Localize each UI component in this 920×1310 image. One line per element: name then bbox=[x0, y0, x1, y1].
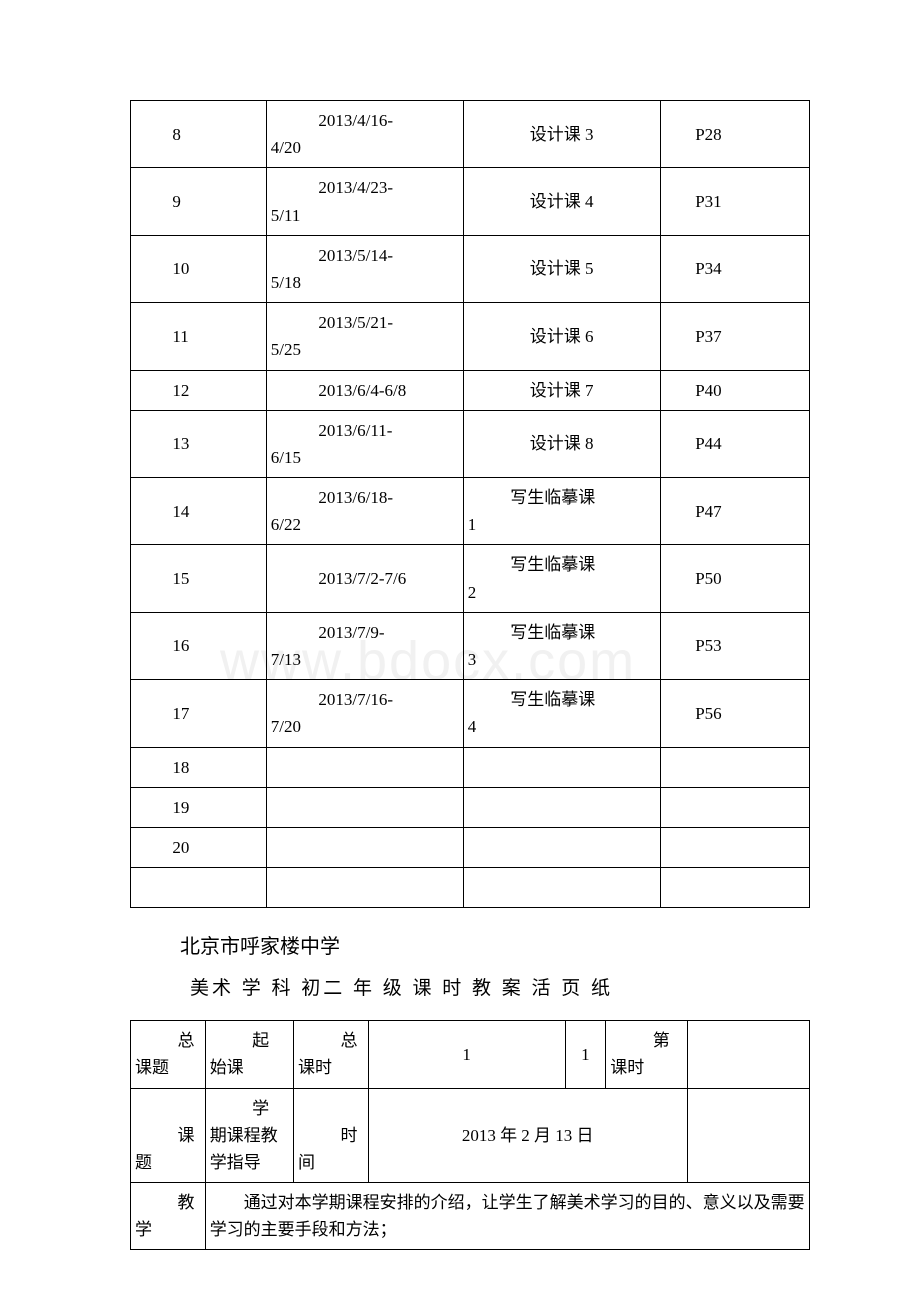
lesson-topic: 设计课 6 bbox=[463, 303, 660, 370]
lesson-topic bbox=[463, 827, 660, 867]
schedule-row: 92013/4/23-5/11设计课 4P31 bbox=[131, 168, 810, 235]
lesson-topic bbox=[463, 747, 660, 787]
week-number: 14 bbox=[131, 478, 267, 545]
page-ref: P47 bbox=[660, 478, 809, 545]
page-ref: P44 bbox=[660, 410, 809, 477]
date-range: 2013/5/14-5/18 bbox=[266, 235, 463, 302]
page-ref: P40 bbox=[660, 370, 809, 410]
schedule-table: 82013/4/16-4/20设计课 3P2892013/4/23-5/11设计… bbox=[130, 100, 810, 908]
week-number: 19 bbox=[131, 787, 267, 827]
lesson-topic: 设计课 8 bbox=[463, 410, 660, 477]
date-range bbox=[266, 787, 463, 827]
week-number: 9 bbox=[131, 168, 267, 235]
plan-row-3: 教学 通过对本学期课程安排的介绍，让学生了解美术学习的目的、意义以及需要学习的主… bbox=[131, 1183, 810, 1250]
page-ref: P50 bbox=[660, 545, 809, 612]
page-ref: P28 bbox=[660, 101, 809, 168]
schedule-row bbox=[131, 868, 810, 908]
date-range: 2013/7/16-7/20 bbox=[266, 680, 463, 747]
date-range: 2013/4/23-5/11 bbox=[266, 168, 463, 235]
plan-row-2: 课题 学期课程教学指导 时间 2013 年 2 月 13 日 bbox=[131, 1088, 810, 1183]
page-ref: P56 bbox=[660, 680, 809, 747]
week-number: 13 bbox=[131, 410, 267, 477]
schedule-row: 19 bbox=[131, 787, 810, 827]
week-number: 18 bbox=[131, 747, 267, 787]
page-ref: P53 bbox=[660, 612, 809, 679]
plan-row-1: 总课题 起始课 总课时 1 1 第课时 bbox=[131, 1021, 810, 1088]
heading-school-name: 北京市呼家楼中学 bbox=[180, 930, 810, 959]
schedule-row: 20 bbox=[131, 827, 810, 867]
schedule-row: 122013/6/4-6/8设计课 7P40 bbox=[131, 370, 810, 410]
date-range bbox=[266, 747, 463, 787]
schedule-row: 112013/5/21-5/25设计课 6P37 bbox=[131, 303, 810, 370]
date-range: 2013/6/11-6/15 bbox=[266, 410, 463, 477]
page-ref bbox=[660, 747, 809, 787]
schedule-row: 142013/6/18-6/22写生临摹课1P47 bbox=[131, 478, 810, 545]
week-number: 17 bbox=[131, 680, 267, 747]
week-number: 16 bbox=[131, 612, 267, 679]
lesson-topic: 写生临摹课2 bbox=[463, 545, 660, 612]
schedule-row: 18 bbox=[131, 747, 810, 787]
page-ref: P31 bbox=[660, 168, 809, 235]
page-ref: P37 bbox=[660, 303, 809, 370]
lesson-topic: 设计课 4 bbox=[463, 168, 660, 235]
lesson-topic: 设计课 7 bbox=[463, 370, 660, 410]
week-number: 12 bbox=[131, 370, 267, 410]
lesson-topic: 设计课 5 bbox=[463, 235, 660, 302]
lesson-plan-table: 总课题 起始课 总课时 1 1 第课时 课题 学期课程教学指导 时间 2013 … bbox=[130, 1020, 810, 1250]
page-ref bbox=[660, 787, 809, 827]
date-range bbox=[266, 827, 463, 867]
date-range: 2013/6/4-6/8 bbox=[266, 370, 463, 410]
date-range bbox=[266, 868, 463, 908]
date-range: 2013/7/2-7/6 bbox=[266, 545, 463, 612]
week-number: 11 bbox=[131, 303, 267, 370]
lesson-topic bbox=[463, 787, 660, 827]
lesson-topic: 写生临摹课3 bbox=[463, 612, 660, 679]
schedule-row: 132013/6/11-6/15设计课 8P44 bbox=[131, 410, 810, 477]
schedule-row: 152013/7/2-7/6写生临摹课2P50 bbox=[131, 545, 810, 612]
week-number: 20 bbox=[131, 827, 267, 867]
week-number bbox=[131, 868, 267, 908]
schedule-row: 102013/5/14-5/18设计课 5P34 bbox=[131, 235, 810, 302]
schedule-row: 172013/7/16-7/20写生临摹课4P56 bbox=[131, 680, 810, 747]
heading-lesson-plan-title: 美术 学 科 初二 年 级 课 时 教 案 活 页 纸 bbox=[190, 973, 810, 1000]
week-number: 15 bbox=[131, 545, 267, 612]
page-ref bbox=[660, 827, 809, 867]
week-number: 10 bbox=[131, 235, 267, 302]
page-ref: P34 bbox=[660, 235, 809, 302]
date-range: 2013/6/18-6/22 bbox=[266, 478, 463, 545]
schedule-row: 82013/4/16-4/20设计课 3P28 bbox=[131, 101, 810, 168]
schedule-row: 162013/7/9-7/13写生临摹课3P53 bbox=[131, 612, 810, 679]
date-range: 2013/7/9-7/13 bbox=[266, 612, 463, 679]
date-range: 2013/4/16-4/20 bbox=[266, 101, 463, 168]
lesson-topic: 写生临摹课1 bbox=[463, 478, 660, 545]
lesson-topic: 写生临摹课4 bbox=[463, 680, 660, 747]
lesson-topic: 设计课 3 bbox=[463, 101, 660, 168]
date-range: 2013/5/21-5/25 bbox=[266, 303, 463, 370]
week-number: 8 bbox=[131, 101, 267, 168]
page-ref bbox=[660, 868, 809, 908]
lesson-topic bbox=[463, 868, 660, 908]
